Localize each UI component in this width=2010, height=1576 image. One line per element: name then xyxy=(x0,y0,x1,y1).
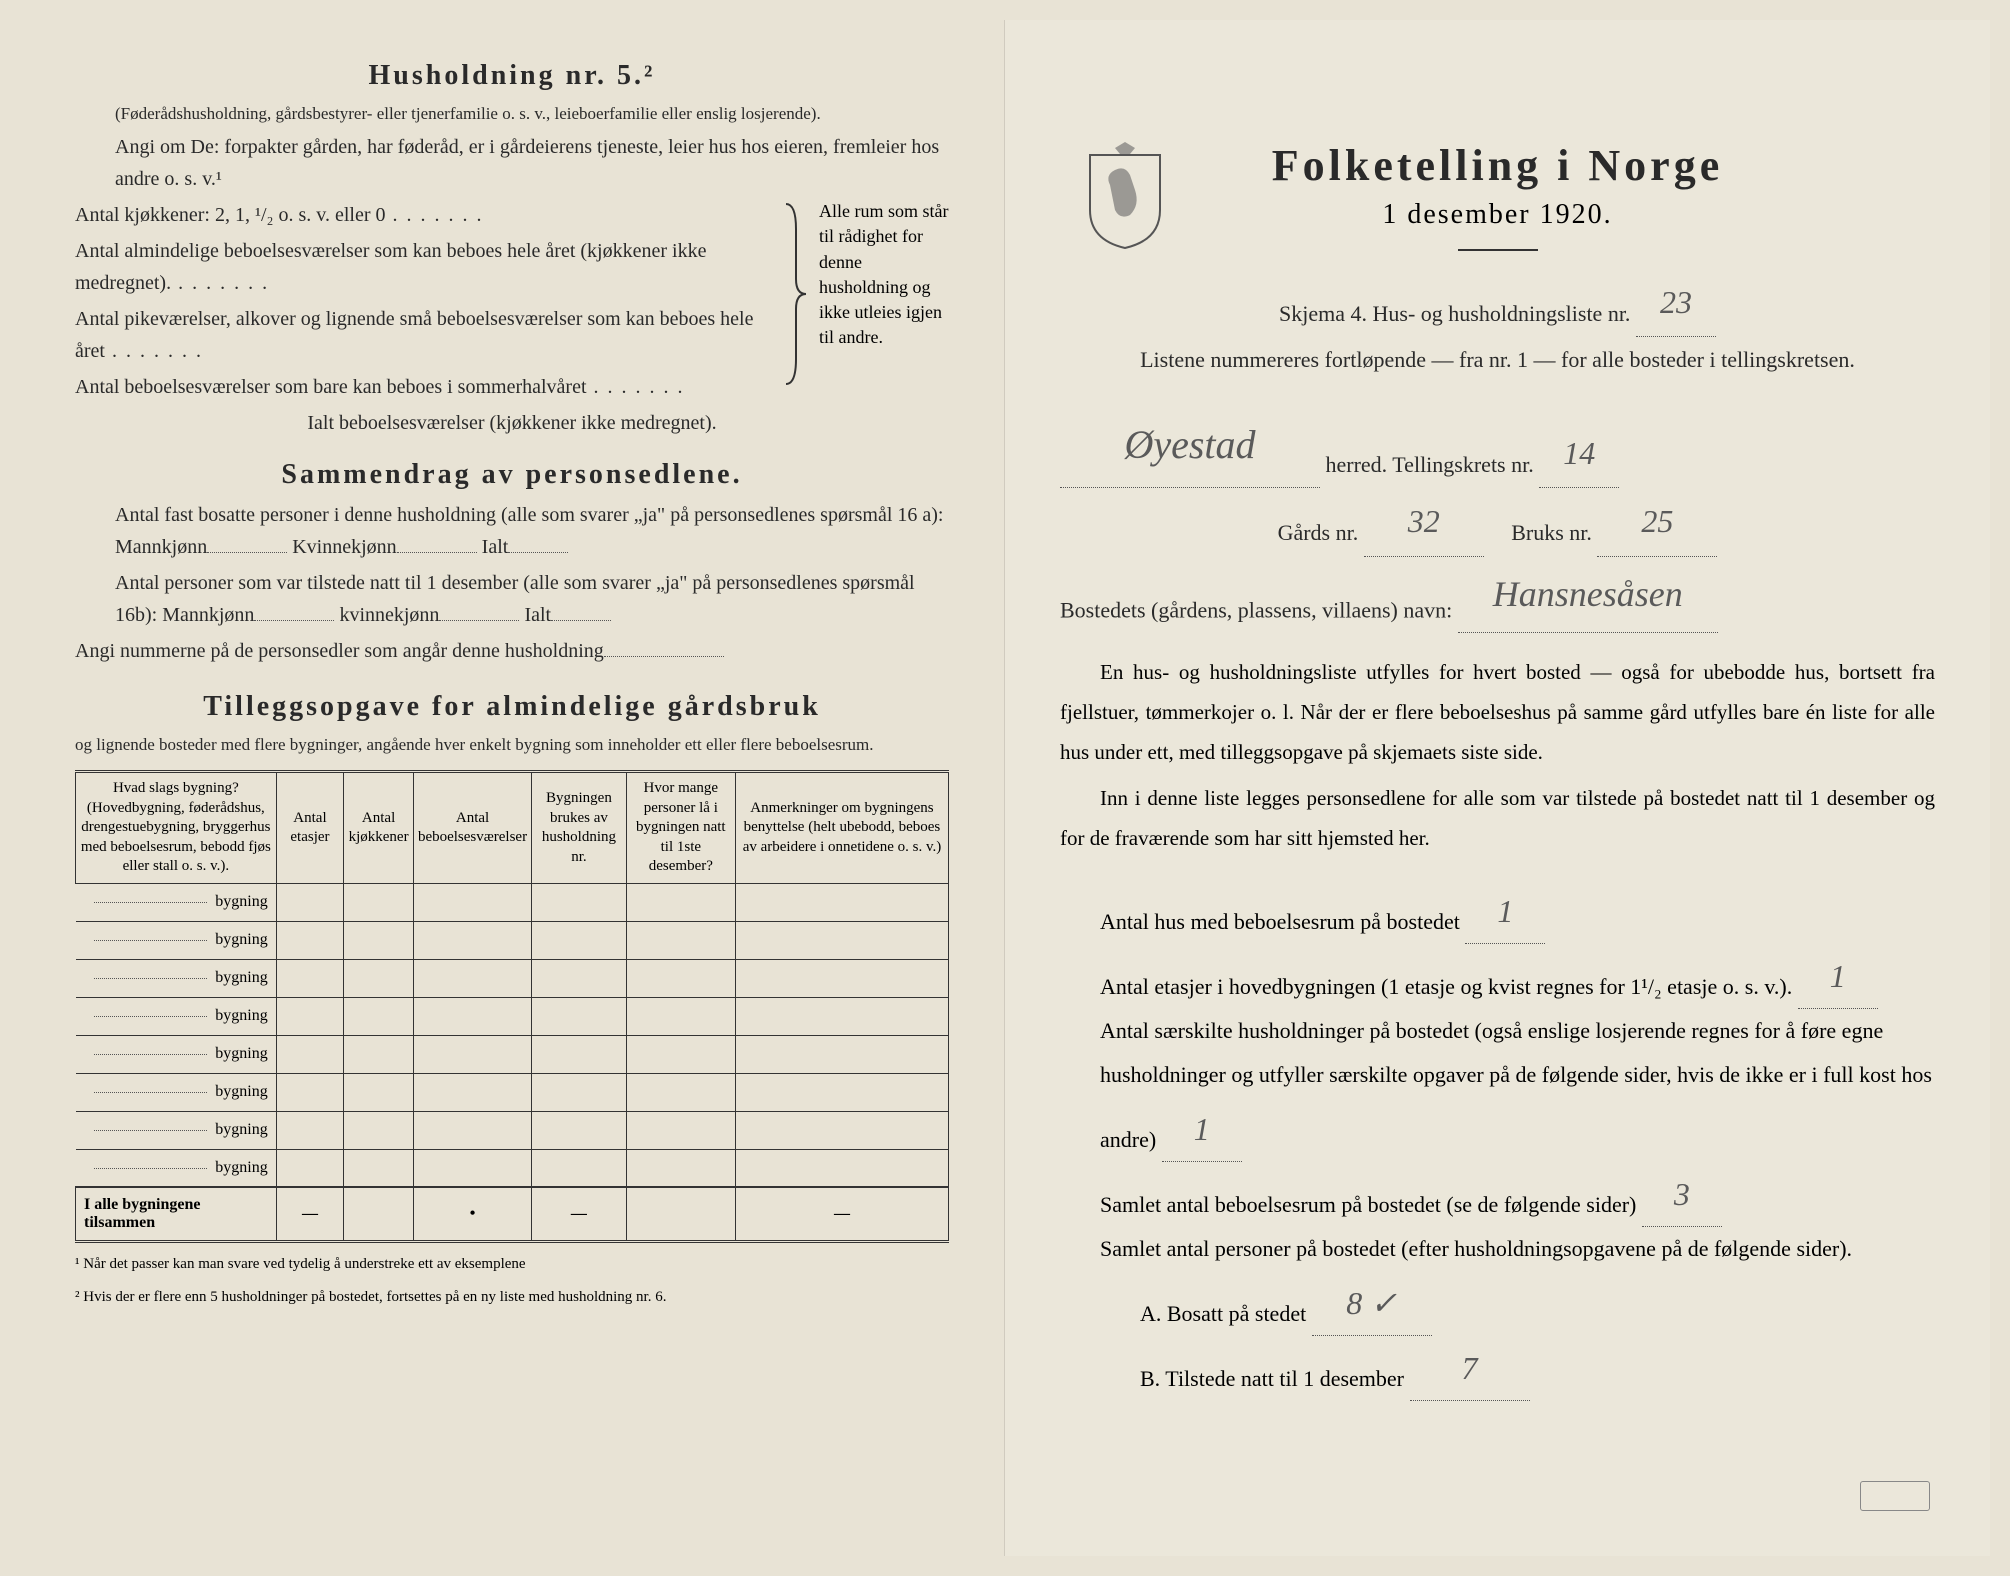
table-row: bygning xyxy=(76,959,949,997)
q2-value: 1 xyxy=(1798,944,1878,1009)
bosted-line: Bostedets (gårdens, plassens, villaens) … xyxy=(1060,557,1935,634)
q3-value: 1 xyxy=(1162,1097,1242,1162)
norway-coat-of-arms-icon xyxy=(1080,140,1170,250)
q-persons: Samlet antal personer på bostedet (efter… xyxy=(1100,1227,1935,1271)
total-rooms-line: Ialt beboelsesværelser (kjøkkener ikke m… xyxy=(75,407,949,439)
q-houses: Antal hus med beboelsesrum på bostedet 1 xyxy=(1100,879,1935,944)
table-row: bygning xyxy=(76,1149,949,1187)
numbering-instruction: Listene nummereres fortløpende — fra nr.… xyxy=(1060,337,1935,383)
brace-item-3: Antal beboelsesværelser som bare kan beb… xyxy=(75,376,587,398)
brace-item-1: Antal almindelige beboelsesværelser som … xyxy=(75,240,706,294)
brace-note: Alle rum som står til rådighet for denne… xyxy=(819,199,949,350)
q1-value: 1 xyxy=(1465,879,1545,944)
q-floors: Antal etasjer i hovedbygningen (1 etasje… xyxy=(1100,944,1935,1009)
form-identifier: Skjema 4. Hus- og husholdningsliste nr. … xyxy=(1060,269,1935,337)
census-title: Folketelling i Norge xyxy=(1060,140,1935,191)
table-row: bygning xyxy=(76,1073,949,1111)
household-intro: (Føderådshusholdning, gårdsbestyrer- ell… xyxy=(115,100,949,127)
th-vaerelser: Antal beboelsesværelser xyxy=(413,772,531,884)
th-bygning: Hvad slags bygning? (Hovedbygning, føder… xyxy=(76,772,277,884)
instructions-body: En hus- og husholdningsliste utfylles fo… xyxy=(1060,653,1935,858)
summary-line3: Angi nummerne på de personsedler som ang… xyxy=(75,635,949,667)
table-total-row: I alle bygningene tilsammen—•—— xyxy=(76,1187,949,1242)
supplement-subtitle: og lignende bosteder med flere bygninger… xyxy=(75,731,949,758)
th-husholdning: Bygningen brukes av husholdning nr. xyxy=(532,772,627,884)
qA-value: 8 ✓ xyxy=(1312,1271,1432,1336)
q-rooms: Samlet antal beboelsesrum på bostedet (s… xyxy=(1100,1162,1935,1227)
buildings-table: Hvad slags bygning? (Hovedbygning, føder… xyxy=(75,770,949,1243)
list-number: 23 xyxy=(1636,269,1716,337)
q-b: B. Tilstede natt til 1 desember 7 xyxy=(1140,1336,1935,1401)
title-divider xyxy=(1458,249,1538,251)
q4-value: 3 xyxy=(1642,1162,1722,1227)
bruks-nr: 25 xyxy=(1597,488,1717,556)
household-q1: Angi om De: forpakter gården, har føderå… xyxy=(115,131,949,195)
summary-title: Sammendrag av personsedlene. xyxy=(75,459,949,491)
kitchens-line: Antal kjøkkener: 2, 1, ¹/₂ o. s. v. elle… xyxy=(75,204,386,226)
para-1: En hus- og husholdningsliste utfylles fo… xyxy=(1060,653,1935,773)
footnote-2: ² Hvis der er flere enn 5 husholdninger … xyxy=(75,1286,949,1309)
herred-value: Øyestad xyxy=(1060,403,1320,488)
census-document: Husholdning nr. 5.² (Føderådshusholdning… xyxy=(20,20,1990,1556)
gards-nr: 32 xyxy=(1364,488,1484,556)
census-date: 1 desember 1920. xyxy=(1060,199,1935,231)
th-etasjer: Antal etasjer xyxy=(276,772,344,884)
curly-brace-icon xyxy=(781,199,811,389)
q-a: A. Bosatt på stedet 8 ✓ xyxy=(1140,1271,1935,1336)
herred-line: Øyestad herred. Tellingskrets nr. 14 xyxy=(1060,403,1935,488)
qB-value: 7 xyxy=(1410,1336,1530,1401)
table-row: bygning xyxy=(76,921,949,959)
bosted-value: Hansnesåsen xyxy=(1458,557,1718,634)
gards-line: Gårds nr. 32 Bruks nr. 25 xyxy=(1060,488,1935,556)
th-kjokkener: Antal kjøkkener xyxy=(344,772,414,884)
left-page: Husholdning nr. 5.² (Føderådshusholdning… xyxy=(20,20,1005,1556)
q-households: Antal særskilte husholdninger på bostede… xyxy=(1100,1009,1935,1162)
summary-line1: Antal fast bosatte personer i denne hush… xyxy=(115,499,949,563)
krets-nr: 14 xyxy=(1539,420,1619,488)
th-personer: Hvor mange personer lå i bygningen natt … xyxy=(626,772,735,884)
supplement-title: Tilleggsopgave for almindelige gårdsbruk xyxy=(75,691,949,723)
footnote-1: ¹ Når det passer kan man svare ved tydel… xyxy=(75,1253,949,1276)
household-title: Husholdning nr. 5.² xyxy=(75,60,949,92)
table-row: bygning xyxy=(76,1111,949,1149)
table-row: bygning xyxy=(76,997,949,1035)
rooms-brace-group: Antal kjøkkener: 2, 1, ¹/₂ o. s. v. elle… xyxy=(75,199,949,407)
printer-stamp xyxy=(1860,1481,1930,1511)
para-2: Inn i denne liste legges personsedlene f… xyxy=(1060,779,1935,859)
right-page: Folketelling i Norge 1 desember 1920. Sk… xyxy=(1005,20,1990,1556)
th-anmerkninger: Anmerkninger om bygningens benyttelse (h… xyxy=(735,772,948,884)
summary-line2: Antal personer som var tilstede natt til… xyxy=(115,567,949,631)
table-row: bygning xyxy=(76,883,949,921)
table-row: bygning xyxy=(76,1035,949,1073)
